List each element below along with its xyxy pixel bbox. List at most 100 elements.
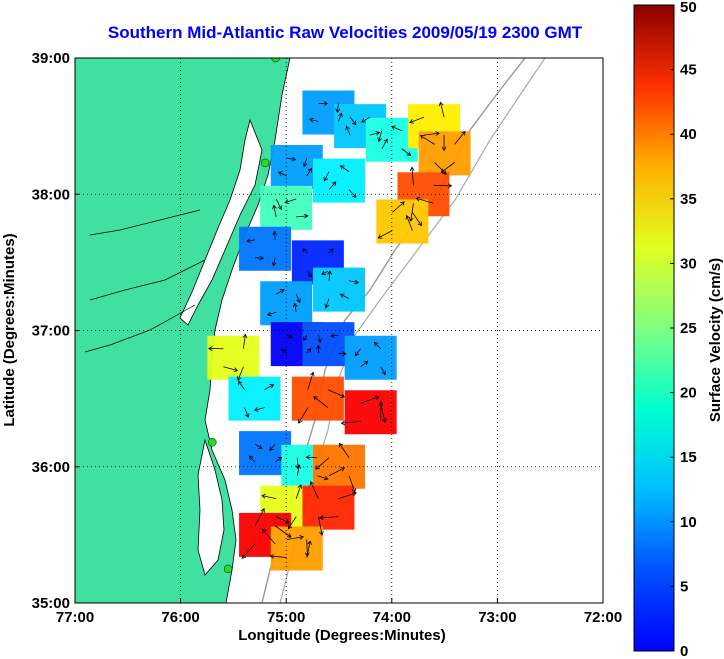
velocity-arrow [238,381,245,390]
y-tick-label: 36:00 [32,459,70,476]
bay-water [179,118,263,326]
velocity-arrowhead [277,205,283,211]
velocity-arrowhead [272,204,277,210]
velocity-arrow [302,248,309,254]
colorbar-tick-label: 15 [680,449,697,466]
velocity-arrow [307,271,312,278]
velocity-arrowhead [291,156,297,162]
velocity-arrow [348,189,357,198]
chart-title: Southern Mid-Atlantic Raw Velocities 200… [108,23,583,42]
field-cell [302,485,355,530]
velocity-arrow [409,116,425,123]
velocity-arrow [276,516,290,524]
velocity-arrowhead [315,465,320,470]
colorbar-tick-label: 5 [680,578,688,595]
colorbar-tick-label: 30 [680,255,697,272]
velocity-arrow [275,198,282,210]
velocity-arrowhead [417,221,422,227]
velocity-arrow [439,102,445,118]
velocity-arrowhead [447,183,453,189]
velocity-arrowhead [238,380,243,386]
velocity-arrowhead [292,302,298,308]
colorbar-tick-label: 50 [680,0,697,16]
velocity-arrowhead [374,395,380,400]
velocity-arrow [275,289,285,295]
colorbar-tick-label: 35 [680,191,697,208]
velocity-arrow [294,303,297,313]
velocity-arrow [281,349,287,354]
velocity-arrow [321,271,329,275]
velocity-arrowhead [406,151,412,156]
velocity-arrowhead [375,131,381,136]
radar-station-marker [271,58,280,63]
velocity-arrow [327,389,345,398]
velocity-arrowhead [309,117,314,123]
velocity-arrow [269,443,276,451]
field-cell [260,185,313,230]
colorbar-ticks: 0 5 10 15 20 25 30 35 40 45 50 [670,0,697,659]
velocity-arrowhead [461,130,466,136]
velocity-arrow [315,457,330,470]
velocity-arrowhead [351,193,357,198]
sound-water [197,438,225,576]
velocity-arrow [340,165,350,172]
velocity-arrow [261,495,277,500]
velocity-arrowhead [288,333,294,339]
velocity-arrowhead [442,170,447,175]
velocity-arrowhead [246,238,251,243]
velocity-arrow [348,475,356,493]
velocity-arrow [378,230,393,239]
velocity-arrowhead [285,519,290,524]
velocity-arrowhead [340,467,346,472]
velocity-arrowhead [259,255,265,261]
velocity-arrow [406,215,413,231]
velocity-arrowhead [400,201,405,206]
velocity-arrow [244,407,249,418]
velocity-arrow [306,348,312,354]
velocity-arrow [223,366,238,371]
velocity-arrowhead [277,456,283,462]
velocity-arrowhead [271,261,277,267]
river-2 [89,259,206,301]
velocity-arrowhead [405,214,411,220]
velocity-arrow [420,135,435,145]
velocity-arrowhead [242,333,248,339]
velocity-arrow [237,366,244,381]
velocity-arrow [323,171,330,181]
velocity-arrow [361,116,371,123]
velocity-arrow [298,407,309,424]
x-axis-label: Longitude (Degrees:Minutes) [238,627,446,644]
velocity-arrowhead [297,484,303,489]
radar-station-marker [208,437,217,447]
velocity-arrow [454,131,466,145]
velocity-arrowhead [307,167,312,173]
field-cell [239,226,292,271]
velocity-arrow [318,335,321,343]
velocity-arrowhead [440,168,446,173]
velocity-arrow [338,443,350,458]
x-tick-label: 72:00 [584,609,622,626]
velocity-arrowhead [272,230,278,236]
velocity-arrow [354,348,361,357]
velocity-arrowhead [415,196,421,202]
velocity-arrowhead [253,407,259,412]
velocity-arrowhead [409,119,414,124]
velocity-arrowhead [381,370,386,376]
velocity-arrow [254,443,263,449]
velocity-arrowhead [284,199,290,204]
velocity-arrow [295,484,302,499]
field-cell [376,199,429,244]
velocity-arrow [378,130,383,142]
field-cell [344,390,397,435]
x-tick-label: 77:00 [56,609,94,626]
velocity-arrowhead [261,493,266,499]
velocity-arrow [348,280,359,284]
velocity-arrow [412,212,422,226]
velocity-arrow [411,167,414,186]
velocity-arrowhead [313,396,318,401]
field-cell [291,376,344,421]
field-cell [270,526,323,571]
velocity-arrow [360,396,380,404]
field-cell [207,335,260,380]
velocity-arrow [303,334,308,341]
